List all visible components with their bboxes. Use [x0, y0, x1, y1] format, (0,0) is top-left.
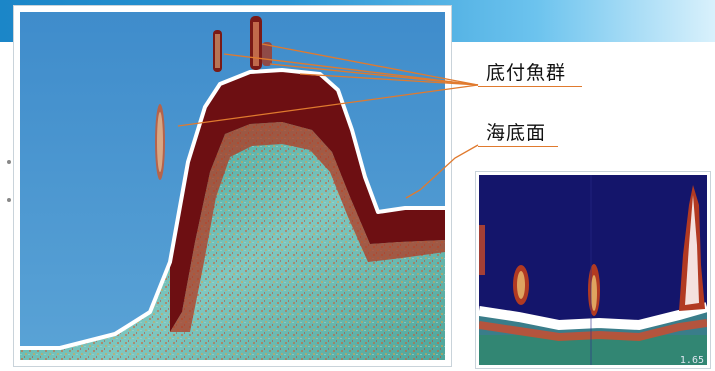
edge-marker-dot	[7, 198, 11, 202]
inset-corner-label: 1.65	[679, 355, 704, 366]
fish-on-bottom-label: 底付魚群	[486, 62, 567, 84]
edge-marker-dot	[7, 160, 11, 164]
inset-echogram-image	[479, 175, 707, 365]
seabed-label: 海底面	[486, 122, 547, 144]
fish-on-bottom-underline	[478, 86, 582, 87]
main-echogram-image	[20, 12, 445, 360]
main-echogram-frame	[14, 6, 451, 366]
inset-echogram-frame: 1.65	[476, 172, 710, 368]
seabed-underline	[478, 146, 558, 147]
